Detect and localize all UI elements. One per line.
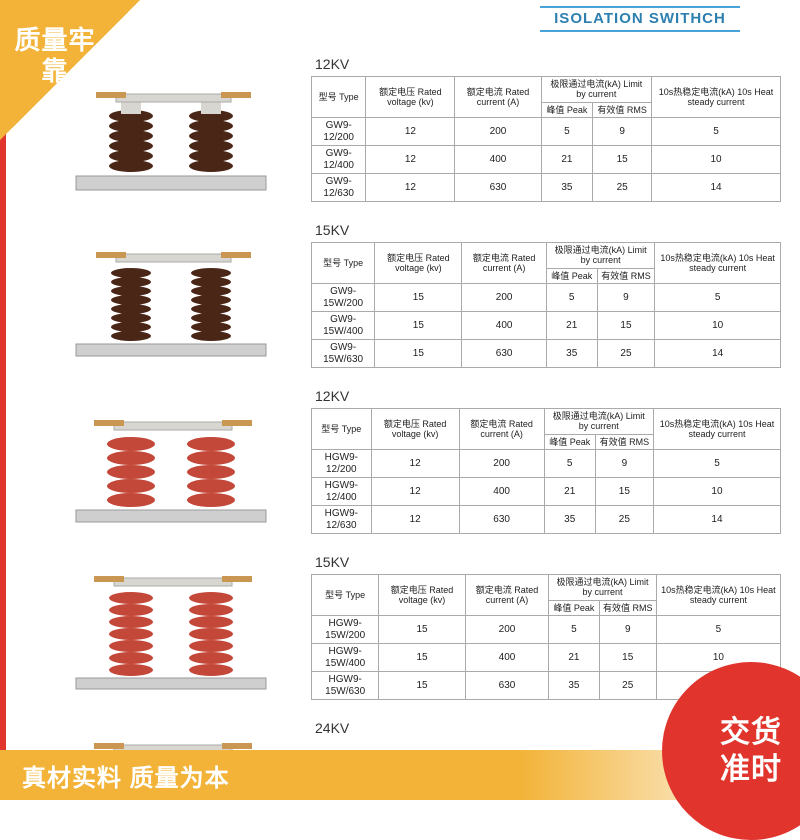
col-current: 额定电流 Rated current (A) (465, 575, 549, 616)
col-rms: 有效值 RMS (597, 268, 655, 283)
section-12kv-gw9: 12KV 型号 Type 额定电压 Rated voltage (kv) 额定电… (46, 56, 786, 206)
table-row: GW9-12/40012400211510 (312, 146, 781, 174)
col-rms: 有效值 RMS (593, 102, 652, 117)
col-voltage: 额定电压 Rated voltage (kv) (375, 243, 462, 284)
col-peak: 峰值 Peak (546, 268, 597, 283)
col-type: 型号 Type (312, 77, 366, 118)
table-head: 型号 Type 额定电压 Rated voltage (kv) 额定电流 Rat… (312, 77, 781, 118)
spec-table-3: 型号 Type 额定电压 Rated voltage (kv) 额定电流 Rat… (311, 408, 781, 534)
col-rms: 有效值 RMS (595, 434, 653, 449)
product-image-hgw9-15 (46, 554, 296, 704)
col-heat: 10s热稳定电流(kA) 10s Heat steady current (653, 409, 780, 450)
table-row: GW9-15W/20015200595 (312, 284, 781, 312)
table-row: GW9-15W/40015400211510 (312, 312, 781, 340)
col-peak: 峰值 Peak (544, 434, 595, 449)
col-type: 型号 Type (312, 409, 372, 450)
table-row: GW9-12/63012630352514 (312, 174, 781, 202)
table-row: GW9-15W/63015630352514 (312, 340, 781, 368)
col-heat: 10s热稳定电流(kA) 10s Heat steady current (656, 575, 780, 616)
isolator-brown-disc-icon (56, 232, 286, 362)
badge-quality-reliable: 质量牢靠 (0, 0, 140, 140)
col-rms: 有效值 RMS (599, 600, 656, 615)
col-voltage: 额定电压 Rated voltage (kv) (366, 77, 455, 118)
col-current: 额定电流 Rated current (A) (455, 77, 541, 118)
spec-block-3: 12KV 型号 Type 额定电压 Rated voltage (kv) 额定电… (311, 388, 781, 534)
table-row: HGW9-12/20012200595 (312, 450, 781, 478)
section-12kv-hgw9: 12KV 型号 Type 额定电压 Rated voltage (kv) 额定电… (46, 388, 786, 538)
col-peak: 峰值 Peak (549, 600, 599, 615)
table-body-1: GW9-12/20012200595 GW9-12/40012400211510… (312, 118, 781, 202)
col-voltage: 额定电压 Rated voltage (kv) (379, 575, 465, 616)
col-limit: 极限通过电流(kA) Limit by current (549, 575, 657, 601)
col-current: 额定电流 Rated current (A) (459, 409, 544, 450)
table-row: HGW9-12/63012630352514 (312, 506, 781, 534)
kv-label: 15KV (315, 554, 781, 570)
col-limit: 极限通过电流(kA) Limit by current (541, 77, 651, 103)
spec-table-1: 型号 Type 额定电压 Rated voltage (kv) 额定电流 Rat… (311, 76, 781, 202)
col-peak: 峰值 Peak (541, 102, 593, 117)
badge-text: 真材实料 质量为本 (22, 758, 230, 793)
badge-text: 质量牢靠 (10, 25, 100, 87)
col-type: 型号 Type (312, 243, 375, 284)
col-limit: 极限通过电流(kA) Limit by current (544, 409, 653, 435)
isolator-red-rib-icon (56, 564, 286, 694)
kv-label: 12KV (315, 56, 781, 72)
kv-label: 15KV (315, 222, 781, 238)
table-row: HGW9-15W/40015400211510 (312, 644, 781, 672)
header-title: ISOLATION SWITHCH (554, 10, 726, 27)
section-15kv-gw9: 15KV 型号 Type 额定电压 Rated voltage (kv) 额定电… (46, 222, 786, 372)
isolator-red-rib-icon (56, 398, 286, 528)
product-image-gw9-15 (46, 222, 296, 372)
table-row: HGW9-15W/20015200595 (312, 616, 781, 644)
col-type: 型号 Type (312, 575, 379, 616)
table-row: HGW9-12/40012400211510 (312, 478, 781, 506)
col-current: 额定电流 Rated current (A) (462, 243, 546, 284)
section-15kv-hgw9: 15KV 型号 Type 额定电压 Rated voltage (kv) 额定电… (46, 554, 786, 704)
col-heat: 10s热稳定电流(kA) 10s Heat steady current (655, 243, 781, 284)
header-bar: ISOLATION SWITHCH (46, 0, 780, 40)
badge-text: 交货 准时 (720, 714, 782, 789)
spec-table-2: 型号 Type 额定电压 Rated voltage (kv) 额定电流 Rat… (311, 242, 781, 368)
header-title-box: ISOLATION SWITHCH (540, 6, 740, 32)
kv-label: 12KV (315, 388, 781, 404)
col-heat: 10s热稳定电流(kA) 10s Heat steady current (652, 77, 781, 118)
spec-block-1: 12KV 型号 Type 额定电压 Rated voltage (kv) 额定电… (311, 56, 781, 202)
table-row: GW9-12/20012200595 (312, 118, 781, 146)
col-limit: 极限通过电流(kA) Limit by current (546, 243, 655, 269)
product-image-hgw9-12 (46, 388, 296, 538)
spec-block-2: 15KV 型号 Type 额定电压 Rated voltage (kv) 额定电… (311, 222, 781, 368)
col-voltage: 额定电压 Rated voltage (kv) (371, 409, 459, 450)
